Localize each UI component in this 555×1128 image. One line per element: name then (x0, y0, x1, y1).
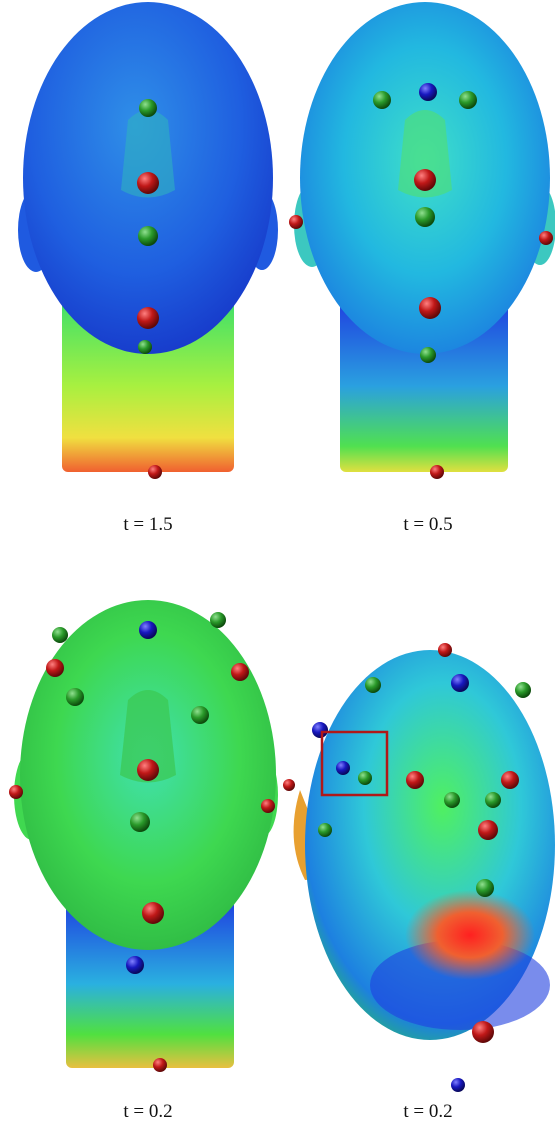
head-render (289, 2, 555, 479)
page: {"panels":[{"caption":"t = 1.5"},{"capti… (0, 0, 555, 1128)
caption: t = 0.2 (403, 1101, 452, 1122)
caption: t = 0.5 (403, 514, 452, 535)
caption: t = 0.2 (123, 1101, 172, 1122)
head-render (18, 2, 278, 479)
caption: t = 1.5 (123, 514, 172, 535)
head-render (283, 643, 555, 1092)
figure: t = 1.5 t = 0.5 t = 0.2 t = 0.2 (0, 0, 555, 1128)
head-render (9, 600, 278, 1072)
